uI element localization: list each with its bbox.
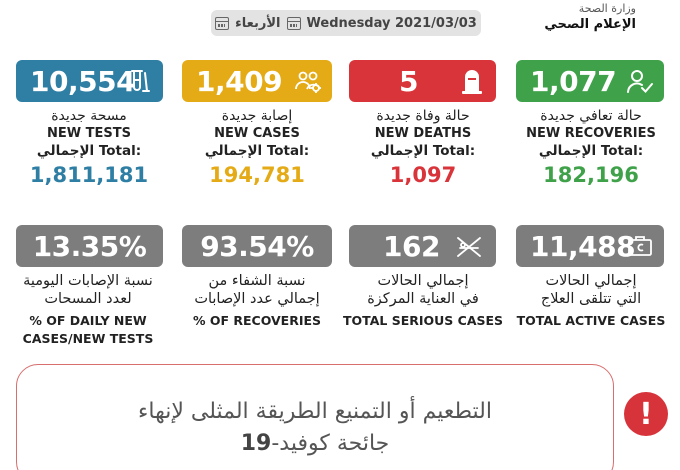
health-media-label: الإعلام الصحي [544,17,636,32]
new-recoveries-column: حالة تعافي جديدة NEW RECOVERIES الإجمالي… [516,108,666,187]
active-cases-label-ar-2: التي تتلقى العلاج [540,291,642,307]
alert-icon: ! [624,392,668,436]
new-cases-label-ar: إصابة جديدة [221,108,293,124]
banner-line-2-number: 19 [240,431,272,456]
virus-people-icon [295,71,321,93]
ministry-name: وزارة الصحة [578,2,636,15]
tests-total-label: الإجمالي Total: [36,143,142,159]
test-tube-icon [131,70,150,92]
tests-total-value: 1,811,181 [29,163,149,187]
ministry-logo: وزارة الصحة الإعلام الصحي [544,2,636,32]
calendar-icon [215,16,230,30]
calendar-icon [286,16,301,30]
date-arabic: الأربعاء [235,15,281,31]
recoveries-total-label: الإجمالي Total: [538,143,644,159]
medicine-box-icon [628,236,652,256]
daily-rate-label-ar-2: لعدد المسحات [44,291,132,307]
daily-rate-label-ar-1: نسبة الإصابات اليومية [23,273,153,289]
new-recoveries-box: 1,077 [516,60,664,102]
new-cases-label-en: NEW CASES [214,126,300,141]
cases-total-value: 194,781 [209,163,305,187]
serious-cases-label-en: TOTAL SERIOUS CASES [343,313,504,328]
recovery-rate-value: 93.54% [200,229,314,263]
hospital-bed-icon [457,237,481,257]
daily-rate-label-en-1: % OF DAILY NEW [29,313,147,328]
active-cases-column: إجمالي الحالات التي تتلقى العلاج TOTAL A… [511,272,671,330]
active-cases-label-en: TOTAL ACTIVE CASES [516,313,666,328]
daily-rate-column: نسبة الإصابات اليومية لعدد المسحات % OF … [8,272,168,348]
new-deaths-label-ar: حالة وفاة جديدة [376,108,470,124]
recovery-rate-column: نسبة الشفاء من إجمالي عدد الإصابات % OF … [177,272,337,330]
new-cases-value: 1,409 [196,64,283,98]
date-pill: الأربعاء Wednesday 2021/03/03 [211,10,481,36]
new-tests-column: مسحة جديدة NEW TESTS الإجمالي Total: 1,8… [14,108,164,187]
cases-total-label: الإجمالي Total: [204,143,310,159]
new-cases-column: إصابة جديدة NEW CASES الإجمالي Total: 19… [182,108,332,187]
active-cases-label-ar-1: إجمالي الحالات [545,273,637,289]
new-deaths-box: 5 [349,60,496,102]
date-english: Wednesday 2021/03/03 [306,15,477,31]
new-cases-box: 1,409 [182,60,332,102]
deaths-total-label: الإجمالي Total: [370,143,476,159]
new-deaths-label-en: NEW DEATHS [374,126,472,141]
serious-cases-label-ar-1: إجمالي الحالات [377,273,469,289]
user-check-icon [627,70,653,93]
daily-rate-value: 13.35% [32,229,147,263]
new-tests-value: 10,554 [30,64,136,98]
banner-line-2: جائحة كوفيد-19 [17,431,613,456]
new-tests-box: 10,554 [16,60,163,102]
banner-line-1: التطعيم أو التمنيع الطريقة المثلى لإنهاء [138,399,492,424]
vaccination-banner: التطعيم أو التمنيع الطريقة المثلى لإنهاء… [16,364,614,470]
new-deaths-column: حالة وفاة جديدة NEW DEATHS الإجمالي Tota… [348,108,498,187]
daily-rate-label-en-2: CASES/NEW TESTS [22,331,154,346]
new-tests-label-ar: مسحة جديدة [51,108,127,124]
serious-cases-label-ar-2: في العناية المركزة [367,291,479,307]
new-recoveries-value: 1,077 [530,64,617,98]
deaths-total-value: 1,097 [389,163,457,187]
new-recoveries-label-ar: حالة تعافي جديدة [540,108,642,124]
serious-cases-box: 162 [349,225,496,267]
new-recoveries-label-en: NEW RECOVERIES [526,126,656,141]
serious-cases-value: 162 [383,229,440,263]
serious-cases-column: إجمالي الحالات في العناية المركزة TOTAL … [343,272,503,330]
tombstone-icon [462,70,482,94]
recovery-rate-label-ar-1: نسبة الشفاء من [208,273,306,289]
new-tests-label-en: NEW TESTS [47,126,131,141]
active-cases-value: 11,488 [530,229,636,263]
new-deaths-value: 5 [399,64,418,98]
active-cases-box: 11,488 [516,225,664,267]
recovery-rate-label-en: % OF RECOVERIES [192,313,322,328]
recoveries-total-value: 182,196 [543,163,639,187]
daily-rate-box: 13.35% [16,225,163,267]
recovery-rate-label-ar-2: إجمالي عدد الإصابات [194,291,320,307]
banner-line-2-text: جائحة كوفيد- [271,431,390,456]
recovery-rate-box: 93.54% [182,225,332,267]
